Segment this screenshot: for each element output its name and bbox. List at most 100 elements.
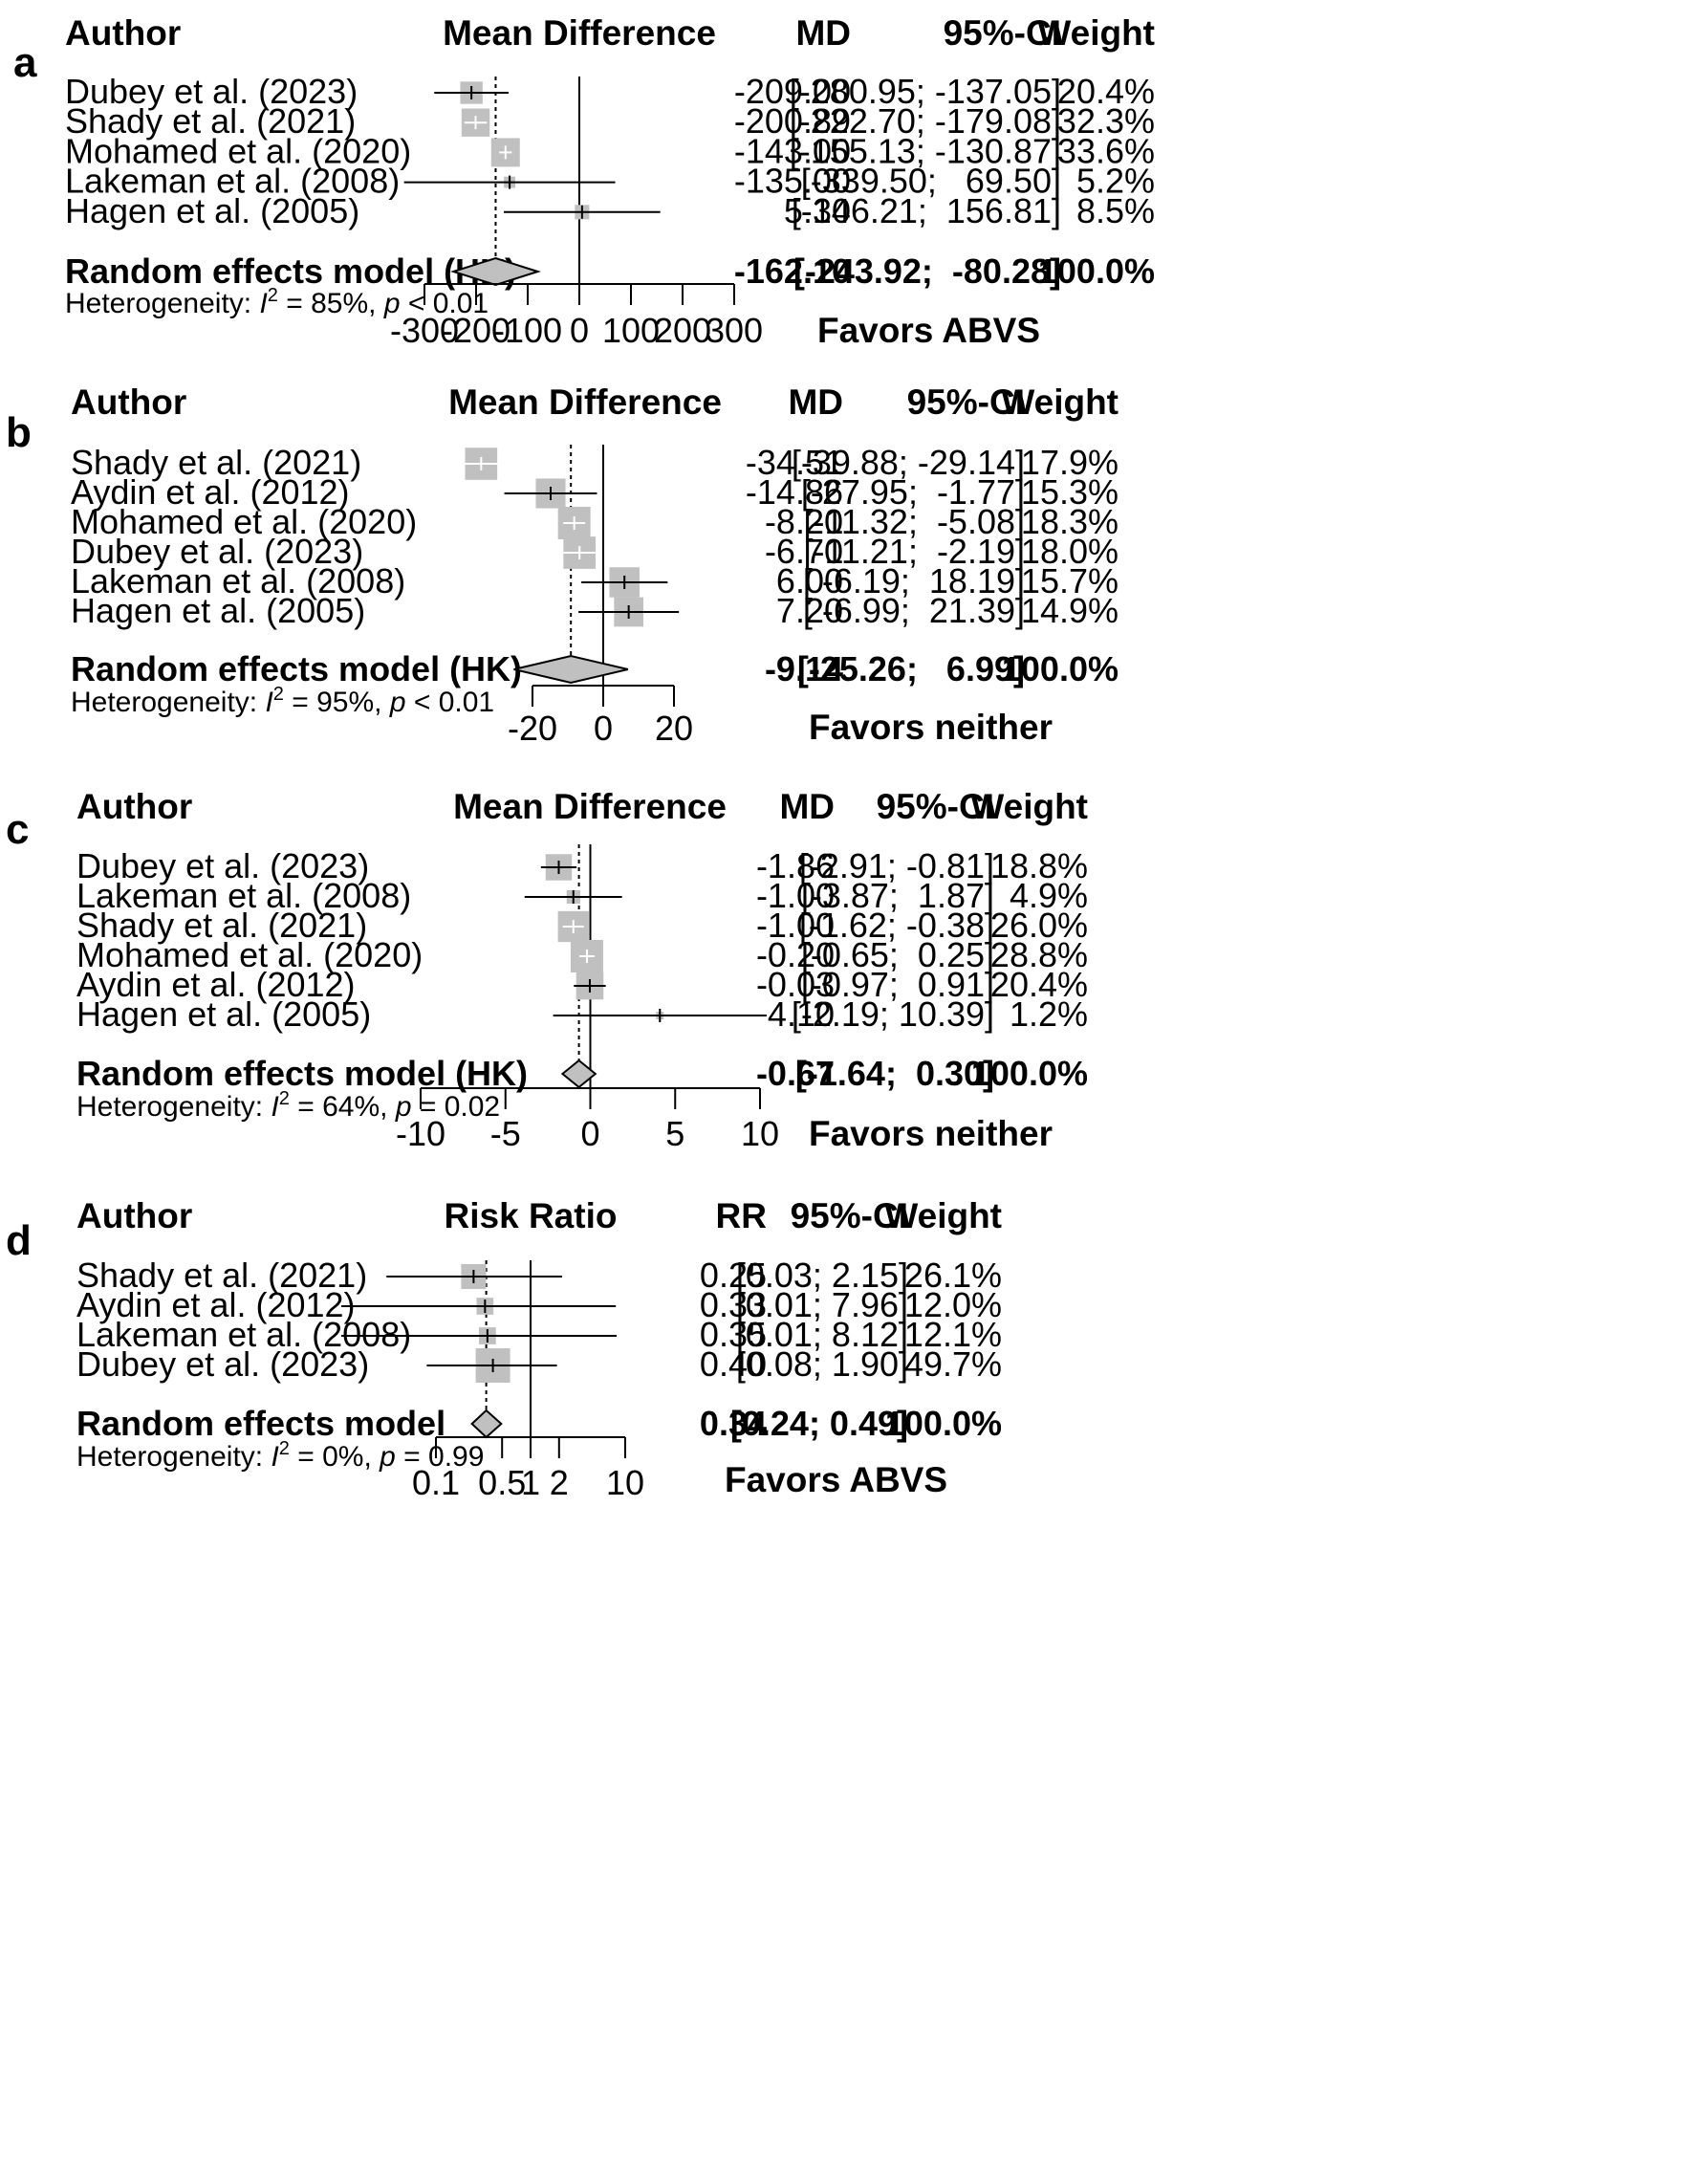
heterogeneity-i2-sup: 2 xyxy=(279,1438,290,1459)
study-author: Aydin et al. (2012) xyxy=(76,1285,356,1324)
study-row: Aydin et al. (2012) -0.03[-0.97; 0.91]20.… xyxy=(76,965,1088,1004)
study-author: Dubey et al. (2023) xyxy=(76,1344,369,1384)
study-author: Shady et al. (2021) xyxy=(76,906,367,945)
column-header-plot: Mean Difference xyxy=(453,787,727,826)
summary-diamond xyxy=(470,1409,503,1439)
study-ci: [-11.32; -5.08] xyxy=(804,502,1025,541)
heterogeneity-p-symbol: p xyxy=(395,1091,412,1123)
study-ci: [-2.91; -0.81] xyxy=(799,846,994,885)
study-author: Lakeman et al. (2008) xyxy=(71,561,405,601)
study-effect: -8.20 xyxy=(765,502,843,541)
study-row: Dubey et al. (2023) -6.70[-11.21; -2.19]1… xyxy=(71,532,1118,571)
study-ci: [0.01; 8.12] xyxy=(736,1315,908,1354)
column-header-weight: Weight xyxy=(1037,13,1155,53)
study-ci: [-146.21; 156.81] xyxy=(792,191,1061,230)
column-header-weight: Weight xyxy=(884,1196,1002,1235)
study-weight: 32.3% xyxy=(1057,101,1155,141)
x-tick-label: 0.1 xyxy=(412,1463,460,1502)
study-author: Mohamed et al. (2020) xyxy=(71,502,417,541)
heterogeneity-p-symbol: p xyxy=(383,288,401,319)
summary-row: Random effects model (HK) -9.14[-25.26; 6… xyxy=(71,649,1118,688)
study-row: Shady et al. (2021) -34.51[-39.88; -29.14… xyxy=(71,443,1118,482)
study-ci: [0.03; 2.15] xyxy=(736,1256,908,1295)
x-tick-label: -20 xyxy=(508,709,557,748)
summary-row: Random effects model (HK) -162.10[-243.92… xyxy=(65,251,1155,291)
x-tick-label: 2 xyxy=(550,1463,569,1502)
study-row: Dubey et al. (2023) -1.86[-2.91; -0.81]18… xyxy=(76,846,1088,885)
study-effect: 0.25 xyxy=(700,1256,767,1295)
heterogeneity-p-symbol: p xyxy=(389,687,406,718)
study-effect: -1.00 xyxy=(756,906,835,945)
study-row: Hagen et al. (2005) 5.30[-146.21; 156.81]… xyxy=(65,191,1155,230)
study-ci: [-155.13; -130.87] xyxy=(790,131,1061,170)
heterogeneity-text: Heterogeneity: I2 = 0%, p = 0.99 xyxy=(76,1438,484,1473)
study-ci: [-1.62; -0.38] xyxy=(799,906,994,945)
x-tick-label: 10 xyxy=(606,1463,644,1502)
study-weight: 12.1% xyxy=(904,1315,1002,1354)
x-tick-label: -10 xyxy=(396,1114,445,1153)
study-effect: -200.89 xyxy=(734,101,851,141)
column-header-ci: 95%-CI xyxy=(877,787,994,826)
column-header-effect: RR xyxy=(716,1196,767,1235)
study-effect: 5.30 xyxy=(784,191,851,230)
x-tick-label: 300 xyxy=(706,311,763,350)
study-effect: 0.40 xyxy=(700,1344,767,1384)
panel-label: d xyxy=(6,1217,32,1264)
column-header-effect: MD xyxy=(779,787,835,826)
heterogeneity-i2-sup: 2 xyxy=(268,285,278,306)
summary-weight: 100.0% xyxy=(885,1404,1002,1443)
heterogeneity-i2-sup: 2 xyxy=(279,1088,290,1109)
study-row: Dubey et al. (2023) 0.40[0.08; 1.90]49.7% xyxy=(76,1344,1002,1384)
study-row: Dubey et al. (2023) -209.00[-280.95; -137… xyxy=(65,72,1155,111)
heterogeneity-text: Heterogeneity: I2 = 95%, p < 0.01 xyxy=(71,684,494,718)
study-weight: 20.4% xyxy=(990,965,1088,1004)
heterogeneity-i2-symbol: I xyxy=(265,687,272,718)
study-effect: -6.70 xyxy=(765,532,843,571)
study-weight: 28.8% xyxy=(990,935,1088,974)
summary-diamond xyxy=(513,654,629,685)
summary-row: Random effects model 0.34[0.24; 0.49]100.… xyxy=(76,1404,1002,1443)
heterogeneity-p-value: < 0.01 xyxy=(401,288,489,319)
summary-ci: [-1.64; 0.30] xyxy=(795,1054,994,1093)
summary-label: Random effects model xyxy=(76,1404,445,1443)
study-ci: [-222.70; -179.08] xyxy=(790,101,1061,141)
x-tick-label: 0.5 xyxy=(478,1463,526,1502)
column-header-author: Author xyxy=(65,13,181,53)
study-effect: 0.33 xyxy=(700,1285,767,1324)
summary-weight: 100.0% xyxy=(1038,251,1155,291)
study-ci: [-27.95; -1.77] xyxy=(801,472,1025,512)
study-row: Shady et al. (2021) 0.25[0.03; 2.15]26.1% xyxy=(76,1256,1002,1295)
study-effect: -1.86 xyxy=(756,846,835,885)
study-author: Lakeman et al. (2008) xyxy=(76,876,411,915)
column-header-weight: Weight xyxy=(1001,382,1118,422)
study-effect: -135.00 xyxy=(734,162,851,201)
study-weight: 14.9% xyxy=(1021,591,1118,630)
study-effect: -1.00 xyxy=(756,876,835,915)
heterogeneity-i2-symbol: I xyxy=(271,1091,278,1123)
study-weight: 26.0% xyxy=(990,906,1088,945)
study-row: Lakeman et al. (2008) 0.35[0.01; 8.12]12.… xyxy=(76,1315,1002,1354)
x-tick-label: 20 xyxy=(655,709,693,748)
x-tick-label: 200 xyxy=(654,311,711,350)
study-ci: [-339.50; 69.50] xyxy=(801,162,1061,201)
heterogeneity-i2-symbol: I xyxy=(259,288,267,319)
favors-label: Favors neither xyxy=(809,1114,1053,1153)
study-row: Hagen et al. (2005) 7.20[ -6.99; 21.39]14… xyxy=(71,591,1118,630)
column-header-plot: Mean Difference xyxy=(443,13,716,53)
study-ci: [-0.65; 0.25] xyxy=(801,935,994,974)
study-row: Mohamed et al. (2020) -8.20[-11.32; -5.08… xyxy=(71,502,1118,541)
heterogeneity-i2-value: = 95%, xyxy=(284,687,390,718)
study-ci: [ -6.99; 21.39] xyxy=(803,591,1025,630)
column-header-ci: 95%-CI xyxy=(944,13,1061,53)
favors-label: Favors ABVS xyxy=(817,311,1040,350)
summary-effect: -9.14 xyxy=(765,649,843,688)
study-weight: 4.9% xyxy=(1010,876,1088,915)
study-effect: 6.00 xyxy=(776,561,843,601)
study-weight: 18.3% xyxy=(1021,502,1118,541)
summary-diamond xyxy=(560,1059,597,1089)
favors-label: Favors ABVS xyxy=(725,1460,947,1499)
study-row: Lakeman et al. (2008) -135.00[-339.50; 69… xyxy=(65,162,1155,201)
study-ci: [-2.19; 10.39] xyxy=(792,994,994,1034)
